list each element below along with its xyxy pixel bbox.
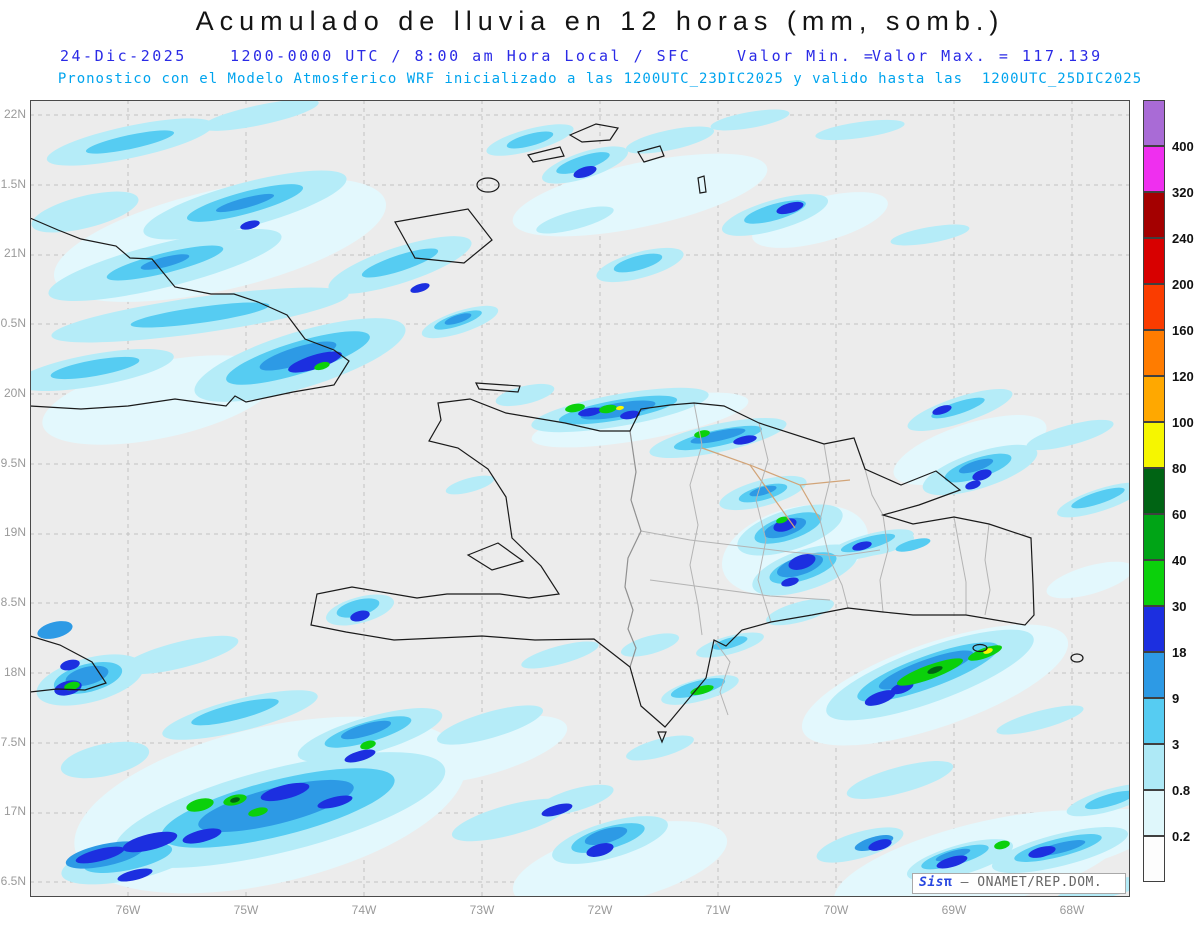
- weather-map: [16, 99, 1158, 920]
- colorbar-label: 120: [1172, 369, 1194, 384]
- east-caicos-island: [637, 145, 665, 163]
- page-title: Acumulado de lluvia en 12 horas (mm, som…: [195, 6, 1005, 36]
- colorbar-segment: [1143, 790, 1165, 836]
- admin-boundaries: [640, 402, 991, 716]
- y-axis-label: 21N: [3, 246, 26, 261]
- cuba-coastline: [29, 217, 350, 410]
- colorbar-label: 400: [1172, 139, 1194, 154]
- tortuga-island: [474, 382, 521, 393]
- x-axis-label: 73W: [469, 903, 495, 917]
- y-axis-label: 6.5N: [0, 874, 26, 889]
- mona-island: [1070, 653, 1084, 663]
- colorbar-segment: [1143, 514, 1165, 560]
- colorbar-segment: [1143, 836, 1165, 882]
- x-axis-label: 70W: [823, 903, 849, 917]
- rain-shading-darkgreen: [230, 666, 943, 803]
- rain-shading-blue: [54, 165, 1056, 882]
- colorbar-segment: [1143, 284, 1165, 330]
- hispaniola-coastline: [310, 398, 1035, 728]
- colorbar-segment: [1143, 422, 1165, 468]
- saona-island: [972, 643, 988, 653]
- y-axis-label: 18N: [3, 664, 26, 679]
- colorbar-segment: [1143, 146, 1165, 192]
- caicos-islands: [568, 123, 620, 143]
- little-inagua-island: [476, 177, 500, 193]
- providenciales-island: [526, 146, 565, 163]
- map-area: Sisπ – ONAMET/REP.DOM.: [16, 99, 1158, 920]
- colorbar-segment: [1143, 560, 1165, 606]
- colorbar-label: 3: [1172, 737, 1180, 752]
- colorbar-label: 80: [1172, 461, 1187, 476]
- road-lines: [701, 447, 851, 529]
- x-axis-label: 69W: [941, 903, 967, 917]
- colorbar-label: 0.2: [1172, 829, 1191, 844]
- x-axis-label: 76W: [115, 903, 141, 917]
- colorbar-label: 30: [1172, 599, 1187, 614]
- map-frame: [30, 100, 1130, 897]
- colorbar-segment: [1143, 744, 1165, 790]
- colorbar-label: 160: [1172, 323, 1194, 338]
- jamaica-coastline: [29, 635, 107, 693]
- watermark-pi-logo: π: [943, 875, 953, 890]
- colorbar-segment: [1143, 238, 1165, 284]
- watermark: Sisπ – ONAMET/REP.DOM.: [912, 873, 1126, 894]
- grand-turk-island: [697, 175, 707, 194]
- colorbar-segment: [1143, 330, 1165, 376]
- great-inagua-island: [394, 208, 493, 264]
- colorbar-segment: [1143, 698, 1165, 744]
- valor-min-label: Valor Min. =: [737, 47, 876, 65]
- haiti-dr-border: [624, 430, 642, 668]
- forecast-date: 24-Dic-2025: [60, 47, 187, 65]
- colorbar-segment: [1143, 468, 1165, 514]
- colorbar-label: 60: [1172, 507, 1187, 522]
- x-axis-label: 71W: [705, 903, 731, 917]
- y-axis-label: 17N: [3, 804, 26, 819]
- colorbar-label: 200: [1172, 277, 1194, 292]
- watermark-brand: Sis: [919, 875, 944, 890]
- y-axis-label: 20N: [3, 385, 26, 400]
- watermark-org: – ONAMET/REP.DOM.: [952, 875, 1103, 890]
- forecast-run-info: 1200-0000 UTC / 8:00 am Hora Local / SFC: [230, 47, 692, 65]
- coastlines: [29, 123, 1084, 744]
- x-axis-label: 75W: [233, 903, 259, 917]
- colorbar-label: 0.8: [1172, 783, 1191, 798]
- y-axis-label: 22N: [3, 107, 26, 121]
- x-axis-label: 72W: [587, 903, 613, 917]
- colorbar-segment: [1143, 652, 1165, 698]
- colorbar-label: 320: [1172, 185, 1194, 200]
- colorbar-label: 240: [1172, 231, 1194, 246]
- colorbar-segment: [1143, 192, 1165, 238]
- colorbar: [1143, 100, 1165, 882]
- colorbar-segment: [1143, 100, 1165, 146]
- colorbar-label: 9: [1172, 691, 1180, 706]
- model-info-line: Pronostico con el Modelo Atmosferico WRF…: [57, 71, 1143, 87]
- colorbar-label: 18: [1172, 645, 1187, 660]
- y-axis-label: 1.5N: [0, 176, 26, 191]
- colorbar-segment: [1143, 376, 1165, 422]
- y-axis-label: 19N: [3, 525, 26, 540]
- valor-max-label: Valor Max. = 117.139: [872, 47, 1103, 65]
- colorbar-label: 40: [1172, 553, 1187, 568]
- beata-island: [657, 731, 667, 744]
- y-axis-label: 0.5N: [0, 316, 26, 331]
- rain-shading: [16, 99, 1158, 920]
- x-axis-label: 68W: [1059, 903, 1085, 917]
- gonave-island: [466, 542, 525, 571]
- colorbar-label: 100: [1172, 415, 1194, 430]
- colorbar-segment: [1143, 606, 1165, 652]
- y-axis-label: 8.5N: [0, 595, 26, 610]
- x-axis-label: 74W: [351, 903, 377, 917]
- y-axis-label: 7.5N: [0, 734, 26, 749]
- y-axis-label: 9.5N: [0, 455, 26, 470]
